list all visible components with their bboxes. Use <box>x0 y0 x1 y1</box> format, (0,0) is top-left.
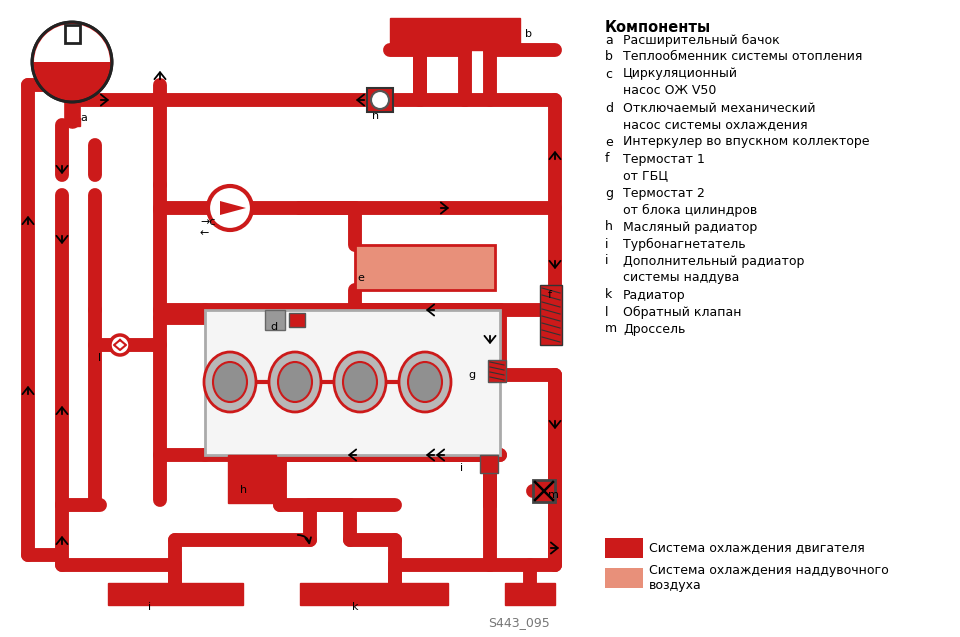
Text: c: c <box>605 68 612 80</box>
Circle shape <box>32 22 112 102</box>
Bar <box>488 360 506 382</box>
Text: S443_095: S443_095 <box>488 617 550 629</box>
Bar <box>480 455 498 473</box>
Text: h: h <box>240 485 247 495</box>
Text: насос системы охлаждения: насос системы охлаждения <box>623 118 807 131</box>
Text: l: l <box>98 353 101 363</box>
Text: Термостат 1: Термостат 1 <box>623 152 705 166</box>
Polygon shape <box>220 201 246 215</box>
Ellipse shape <box>408 362 442 402</box>
Circle shape <box>371 91 389 109</box>
Ellipse shape <box>278 362 312 402</box>
Text: Компоненты: Компоненты <box>605 20 711 35</box>
Bar <box>540 285 562 345</box>
Text: i: i <box>605 238 609 250</box>
Text: →c: →c <box>200 217 215 227</box>
Text: a: a <box>605 34 612 47</box>
Bar <box>265 310 285 330</box>
Text: ←: ← <box>200 228 209 238</box>
Text: насос ОЖ V50: насос ОЖ V50 <box>623 85 716 97</box>
Ellipse shape <box>269 352 321 412</box>
Text: n: n <box>372 111 379 121</box>
Bar <box>367 88 393 112</box>
Text: h: h <box>605 220 612 234</box>
Text: Дополнительный радиатор: Дополнительный радиатор <box>623 255 804 268</box>
Text: Система охлаждения наддувочного
воздуха: Система охлаждения наддувочного воздуха <box>649 564 889 592</box>
Text: Расширительный бачок: Расширительный бачок <box>623 34 780 47</box>
Text: i: i <box>605 255 609 268</box>
Bar <box>355 245 495 290</box>
Text: i: i <box>460 463 463 473</box>
Bar <box>205 310 500 455</box>
Ellipse shape <box>334 352 386 412</box>
Text: m: m <box>605 322 617 336</box>
Bar <box>605 568 643 588</box>
Bar <box>289 313 305 327</box>
Text: Дроссель: Дроссель <box>623 322 685 336</box>
Text: d: d <box>270 322 277 332</box>
Text: Термостат 2: Термостат 2 <box>623 187 705 199</box>
Text: Турбонагнетатель: Турбонагнетатель <box>623 238 746 250</box>
Bar <box>228 455 276 503</box>
Ellipse shape <box>343 362 377 402</box>
Text: b: b <box>605 50 612 64</box>
Text: l: l <box>605 306 609 318</box>
Bar <box>605 538 643 558</box>
Text: b: b <box>525 29 532 39</box>
Circle shape <box>110 335 130 355</box>
Text: k: k <box>352 602 358 612</box>
Text: a: a <box>80 113 86 123</box>
Bar <box>65 25 80 43</box>
Bar <box>108 583 243 605</box>
Text: Масляный радиатор: Масляный радиатор <box>623 220 757 234</box>
Text: Теплообменник системы отопления: Теплообменник системы отопления <box>623 50 862 64</box>
Text: m: m <box>548 490 559 500</box>
Text: от ГБЦ: от ГБЦ <box>623 169 668 182</box>
Bar <box>533 480 555 502</box>
Text: i: i <box>148 602 151 612</box>
Text: Отключаемый механический: Отключаемый механический <box>623 101 815 115</box>
Circle shape <box>208 186 252 230</box>
Bar <box>390 18 520 50</box>
Bar <box>65 118 80 126</box>
Text: e: e <box>357 273 364 283</box>
Wedge shape <box>34 24 110 62</box>
Text: Интеркулер во впускном коллекторе: Интеркулер во впускном коллекторе <box>623 136 870 148</box>
Ellipse shape <box>399 352 451 412</box>
Ellipse shape <box>204 352 256 412</box>
Text: d: d <box>605 101 613 115</box>
Text: g: g <box>605 187 613 199</box>
Text: f: f <box>605 152 610 166</box>
Text: e: e <box>605 136 612 148</box>
Ellipse shape <box>213 362 247 402</box>
Text: Циркуляционный: Циркуляционный <box>623 68 738 80</box>
Text: системы наддува: системы наддува <box>623 271 739 285</box>
Text: Обратный клапан: Обратный клапан <box>623 306 741 318</box>
Bar <box>300 583 448 605</box>
Text: g: g <box>468 370 475 380</box>
Text: от блока цилиндров: от блока цилиндров <box>623 203 757 217</box>
Text: k: k <box>605 289 612 301</box>
Text: Радиатор: Радиатор <box>623 289 685 301</box>
Text: Система охлаждения двигателя: Система охлаждения двигателя <box>649 541 865 554</box>
Bar <box>505 583 555 605</box>
Text: f: f <box>548 290 552 300</box>
